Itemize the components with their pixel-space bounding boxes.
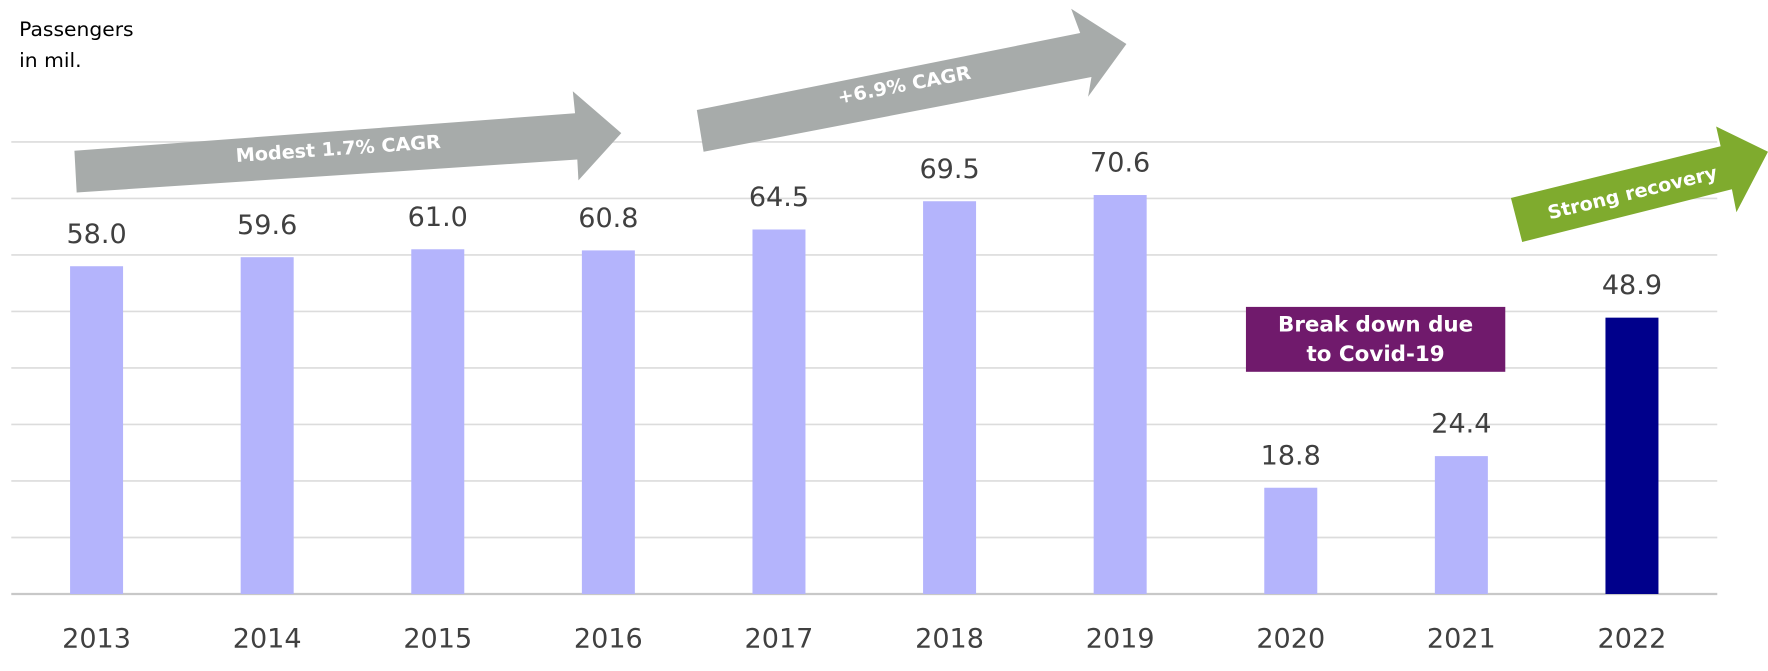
bar: [923, 201, 977, 594]
bars: 2013 58.0 2014 59.6 2015 61.0 2016 60.8 2017 64.5…: [62, 148, 1666, 655]
data-label: 58.0: [66, 219, 126, 250]
arrow: [1510, 126, 1768, 242]
bar: [1264, 487, 1318, 594]
callout-text: to Covid-19: [1307, 341, 1445, 366]
grid: [11, 141, 1718, 596]
data-label: 18.8: [1261, 441, 1321, 472]
bar: [240, 257, 294, 594]
data-label: 69.5: [919, 154, 979, 185]
data-label: 48.9: [1602, 271, 1662, 302]
data-label: 61.0: [408, 202, 468, 233]
bar: [581, 250, 635, 595]
x-tick-label: 2015: [403, 624, 472, 655]
x-tick-label: 2016: [574, 624, 643, 655]
bar: [70, 266, 124, 594]
bar: [1093, 195, 1147, 595]
x-tick-label: 2014: [233, 624, 302, 655]
x-tick-label: 2018: [915, 624, 984, 655]
x-tick-label: 2013: [62, 624, 131, 655]
data-label: 64.5: [749, 182, 809, 213]
x-tick-label: 2019: [1086, 624, 1155, 655]
data-label: 70.6: [1090, 148, 1150, 179]
bar: [752, 229, 806, 594]
arrow: [696, 8, 1127, 152]
data-label: 60.8: [578, 203, 638, 234]
x-tick-label: 2022: [1598, 624, 1667, 655]
y-axis-label: in mil.: [19, 48, 81, 72]
arrow: [74, 91, 622, 193]
x-tick-label: 2020: [1256, 624, 1325, 655]
callout-text: Break down due: [1278, 312, 1473, 337]
callout-box: [1245, 306, 1506, 372]
bar: [1434, 456, 1488, 594]
x-tick-label: 2017: [745, 624, 814, 655]
x-tick-label: 2021: [1427, 624, 1496, 655]
y-axis-label: Passengers: [19, 17, 133, 41]
data-label: 24.4: [1431, 409, 1491, 440]
data-label: 59.6: [237, 210, 297, 241]
bar: [411, 249, 465, 595]
bar: [1605, 317, 1659, 594]
